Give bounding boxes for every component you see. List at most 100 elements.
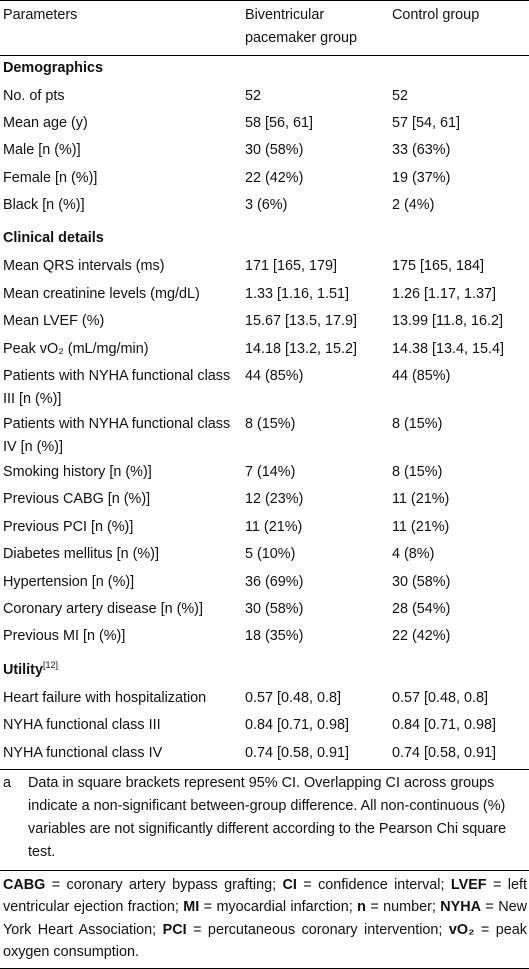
cell: 22 (42%) (392, 628, 451, 645)
abbr-term: PCI (162, 921, 187, 938)
cell: 0.84 [0.71, 0.98] (245, 717, 350, 734)
abbr-definition: = peak oxygen consumption. (3, 921, 527, 961)
abbr-term: n (357, 899, 366, 916)
abbr-term: CI (282, 876, 297, 893)
cell: 14.38 [13.4, 15.4] (392, 340, 505, 357)
cell: 1.26 [1.17, 1.37] (392, 285, 497, 302)
abbr-term: vO₂ (448, 921, 475, 938)
cell: 15.67 [13.5, 17.9] (245, 313, 358, 330)
cell: 30 (58%) (392, 573, 451, 590)
data-row: Patients with NYHA functional class III … (0, 363, 529, 411)
abbr-definition: = confidence interval; (296, 876, 451, 893)
cell: 0.74 [0.58, 0.91] (392, 744, 497, 761)
data-row: Diabetes mellitus [n (%)] 5 (10%) 4 (8%) (0, 541, 529, 568)
cell: 52 (245, 87, 262, 104)
cell: 52 (392, 87, 409, 104)
cell: 175 [165, 184] (392, 258, 485, 275)
data-row: Hypertension [n (%)] 36 (69%) 30 (58%) (0, 569, 529, 596)
cell: 0.57 [0.48, 0.8] (245, 689, 342, 706)
cell: Hypertension [n (%)] (3, 573, 135, 590)
data-row: Coronary artery disease [n (%)] 30 (58%) 2… (0, 596, 529, 623)
cell: Female [n (%)] (3, 169, 98, 186)
cell: 36 (69%) (245, 573, 304, 590)
abbr-term: NYHA (440, 899, 482, 916)
cell: 171 [165, 179] (245, 258, 338, 275)
cell: Heart failure with hospitalization (3, 689, 207, 706)
cell: Male [n (%)] (3, 142, 81, 159)
cell: Smoking history [n (%)] (3, 464, 152, 481)
data-row: Mean QRS intervals (ms) 171 [165, 179] 175… (0, 253, 529, 280)
header-row: Parameters Biventricular pacemaker group C… (0, 1, 529, 56)
cell: No. of pts (3, 87, 65, 104)
cell: 11 (21%) (392, 491, 450, 508)
abbr-definition: = New York Heart Association; (3, 899, 527, 938)
data-row: Previous CABG [n (%)] 12 (23%) 11 (21%) (0, 486, 529, 513)
section-title: Clinical details (3, 230, 104, 247)
abbr-term: CABG (3, 876, 46, 893)
cell: 8 (15%) (392, 416, 443, 433)
data-row: Mean creatinine levels (mg/dL) 1.33 [1.16… (0, 281, 529, 308)
cell: 8 (15%) (392, 464, 443, 481)
cell: Mean age (y) (3, 114, 88, 131)
header-cell: Parameters (0, 1, 242, 56)
cell: 19 (37%) (392, 169, 451, 186)
abbr-definition: = percutaneous coronary intervention; (186, 921, 449, 938)
footnote-text: Data in square brackets represent 95% CI… (28, 774, 507, 860)
cell: 22 (42%) (245, 169, 304, 186)
cell: NYHA functional class III (3, 717, 161, 734)
cell: 30 (58%) (245, 142, 304, 159)
footnote: a Data in square brackets represent 95% … (0, 768, 529, 870)
table-body: Demographics No. of pts 52 52 Mean age (y) 58… (0, 56, 529, 767)
abbr-term: MI (183, 899, 200, 916)
cell: 0.74 [0.58, 0.91] (245, 744, 350, 761)
section-row: Clinical details (0, 219, 529, 253)
data-row: Black [n (%)] 3 (6%) 2 (4%) (0, 192, 529, 219)
cell: 13.99 [11.8, 16.2] (392, 313, 503, 330)
section-cell: Utility[12] (0, 651, 529, 685)
data-row: Smoking history [n (%)] 7 (14%) 8 (15%) (0, 459, 529, 486)
data-row: Female [n (%)] 22 (42%) 19 (37%) (0, 165, 529, 192)
cell: Mean creatinine levels (mg/dL) (3, 285, 200, 302)
cell: 14.18 [13.2, 15.2] (245, 340, 358, 357)
cell: 11 (21%) (245, 518, 303, 535)
abbr-definition: = left ventricular ejection fraction; (3, 876, 527, 916)
data-row: No. of pts 52 52 (0, 83, 529, 110)
section-title: Demographics (3, 60, 103, 76)
cell: Peak vO₂ (mL/mg/min) (3, 340, 149, 357)
cell: 5 (10%) (245, 546, 296, 563)
footnote-marker: a (3, 774, 12, 791)
cell: 3 (6%) (245, 197, 288, 214)
section-cell: Clinical details (0, 219, 529, 253)
cell: Previous PCI [n (%)] (3, 518, 134, 535)
cell: Mean QRS intervals (ms) (3, 258, 165, 275)
data-row: Mean LVEF (%) 15.67 [13.5, 17.9] 13.99 [11… (0, 308, 529, 335)
cell: Diabetes mellitus [n (%)] (3, 546, 159, 563)
cell: 30 (58%) (245, 600, 304, 617)
cell: 57 [54, 61] (392, 114, 461, 131)
cell: 58 [56, 61] (245, 114, 314, 131)
cell: Black [n (%)] (3, 197, 85, 214)
data-table: Parameters Biventricular pacemaker group C… (0, 1, 529, 767)
cell: Previous CABG [n (%)] (3, 491, 151, 508)
data-row: Peak vO₂ (mL/mg/min) 14.18 [13.2, 15.2] 14… (0, 336, 529, 363)
data-row: Male [n (%)] 30 (58%) 33 (63%) (0, 137, 529, 164)
data-row: Patients with NYHA functional class IV [… (0, 411, 529, 459)
cell: 0.57 [0.48, 0.8] (392, 689, 489, 706)
header-cell: Biventricular pacemaker group (242, 1, 389, 56)
data-row: Heart failure with hospitalization 0.57 [… (0, 685, 529, 712)
cell: Patients with NYHA functional class III … (3, 368, 231, 408)
section-title: Utility (3, 661, 43, 678)
cell: NYHA functional class IV (3, 744, 163, 761)
data-row: Previous PCI [n (%)] 11 (21%) 11 (21%) (0, 514, 529, 541)
abbr-definition: = number; (365, 899, 441, 916)
cell: Patients with NYHA functional class IV [… (3, 416, 231, 456)
data-row: Mean age (y) 58 [56, 61] 57 [54, 61] (0, 110, 529, 137)
abbreviations: CABG = coronary artery bypass grafting; … (0, 869, 529, 969)
cell: Coronary artery disease [n (%)] (3, 600, 203, 617)
cell: 4 (8%) (392, 546, 435, 563)
cell: 28 (54%) (392, 600, 451, 617)
data-row: Previous MI [n (%)] 18 (35%) 22 (42%) (0, 623, 529, 650)
section-cell: Demographics (0, 56, 529, 83)
section-row: Utility[12] (0, 651, 529, 685)
